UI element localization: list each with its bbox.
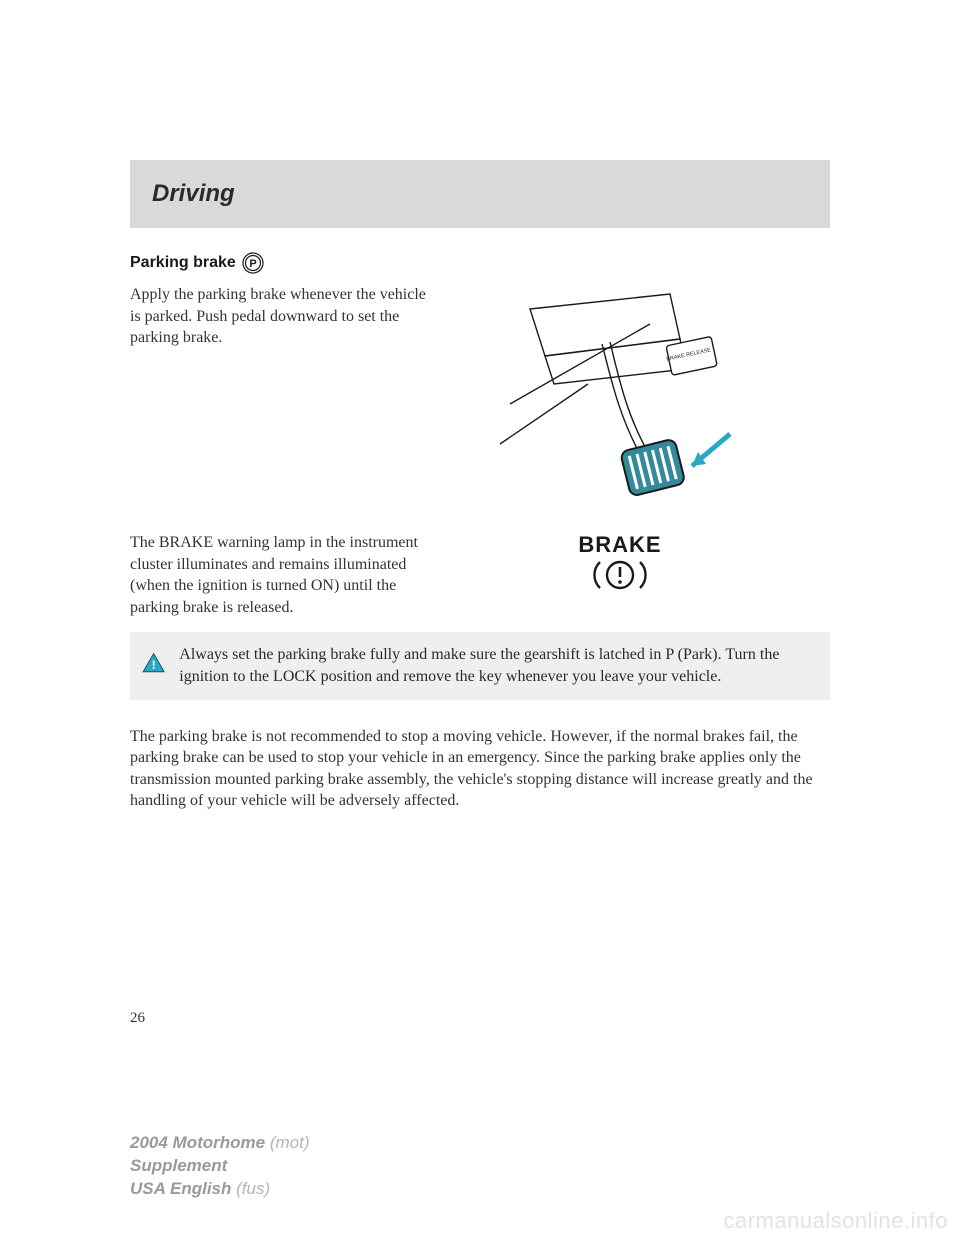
para3: The parking brake is not recommended to … bbox=[130, 726, 830, 812]
row-para2: The BRAKE warning lamp in the instrument… bbox=[130, 532, 830, 618]
subheading-text: Parking brake bbox=[130, 254, 236, 272]
push-arrow-icon bbox=[692, 434, 730, 466]
warning-box: ! Always set the parking brake fully and… bbox=[130, 632, 830, 699]
watermark: carmanualsonline.info bbox=[723, 1208, 948, 1234]
brake-warning-icon bbox=[590, 558, 650, 592]
footer-block: 2004 Motorhome (mot) Supplement USA Engl… bbox=[130, 1132, 310, 1201]
subheading-row: Parking brake P bbox=[130, 252, 830, 274]
footer-line3-bold: USA English bbox=[130, 1179, 231, 1198]
row-para1: Apply the parking brake whenever the veh… bbox=[130, 284, 830, 524]
brake-indicator: BRAKE bbox=[460, 532, 780, 618]
park-icon-letter: P bbox=[249, 258, 256, 270]
page-number: 26 bbox=[130, 1010, 145, 1027]
para2: The BRAKE warning lamp in the instrument… bbox=[130, 532, 440, 618]
footer-line3: USA English (fus) bbox=[130, 1178, 310, 1201]
brake-indicator-label: BRAKE bbox=[578, 532, 661, 558]
footer-line1: 2004 Motorhome (mot) bbox=[130, 1132, 310, 1155]
manual-page: Driving Parking brake P Apply the parkin… bbox=[0, 0, 960, 1242]
warning-text: Always set the parking brake fully and m… bbox=[179, 644, 814, 687]
section-title: Driving bbox=[152, 180, 235, 207]
footer-line1-bold: 2004 Motorhome bbox=[130, 1133, 265, 1152]
park-icon: P bbox=[242, 252, 264, 274]
footer-line3-paren: (fus) bbox=[236, 1179, 270, 1198]
pedal-illustration: BRAKE RELEASE bbox=[460, 284, 780, 524]
footer-line2: Supplement bbox=[130, 1155, 310, 1178]
warning-triangle-icon: ! bbox=[142, 644, 165, 682]
section-header: Driving bbox=[130, 160, 830, 228]
footer-line1-paren: (mot) bbox=[270, 1133, 310, 1152]
svg-text:!: ! bbox=[152, 658, 156, 672]
para1: Apply the parking brake whenever the veh… bbox=[130, 284, 440, 524]
